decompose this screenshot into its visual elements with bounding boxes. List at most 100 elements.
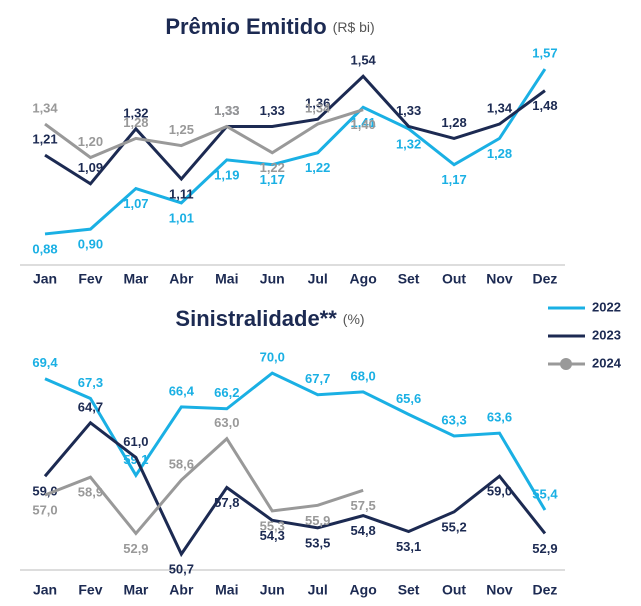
value-label: 1,17 (441, 172, 466, 187)
value-label: 59,0 (487, 484, 512, 499)
value-label: 69,4 (32, 355, 58, 370)
value-label: 58,9 (78, 485, 103, 500)
value-label: 1,57 (532, 46, 557, 61)
x-tick-label: Nov (486, 271, 513, 287)
x-tick-label: Nov (486, 582, 513, 598)
series-line (44, 371, 547, 511)
value-label: 1,34 (305, 100, 331, 115)
value-label: 1,34 (487, 100, 513, 115)
value-label: 1,19 (214, 167, 239, 182)
value-label: 68,0 (350, 368, 375, 383)
x-tick-label: Abr (169, 582, 194, 598)
value-label: 1,07 (123, 196, 148, 211)
legend-label: 2023 (592, 327, 621, 342)
x-tick-label: Jun (260, 271, 285, 287)
value-label: 52,9 (123, 541, 148, 556)
x-tick-label: Dez (532, 582, 557, 598)
x-tick-label: Jul (308, 582, 328, 598)
x-tick-label: Jan (33, 271, 57, 287)
value-label: 63,6 (487, 410, 512, 425)
legend-label: 2024 (592, 355, 622, 370)
x-tick-label: Mar (123, 582, 148, 598)
value-label: 1,28 (441, 115, 466, 130)
value-label: 1,22 (305, 160, 330, 175)
value-label: 52,9 (532, 541, 557, 556)
value-label: 1,40 (350, 117, 375, 132)
value-label: 1,33 (214, 103, 239, 118)
x-tick-label: Jun (260, 582, 285, 598)
value-label: 54,8 (350, 523, 375, 538)
value-label: 1,48 (532, 98, 557, 113)
title-text: Prêmio Emitido (165, 14, 326, 39)
value-label: 0,90 (78, 237, 103, 252)
value-label: 55,3 (260, 518, 285, 533)
x-tick-label: Mai (215, 582, 238, 598)
value-label: 57,0 (32, 502, 57, 517)
x-tick-label: Set (398, 582, 420, 598)
value-label: 66,4 (169, 383, 195, 398)
value-label: 55,9 (305, 513, 330, 528)
x-tick-label: Abr (169, 271, 194, 287)
value-label: 1,01 (169, 210, 194, 225)
value-label: 0,88 (32, 241, 57, 256)
value-label: 70,0 (260, 350, 285, 365)
x-tick-label: Set (398, 271, 420, 287)
value-label: 1,28 (487, 146, 512, 161)
value-label: 1,22 (260, 160, 285, 175)
value-label: 1,32 (396, 136, 421, 151)
series-line (43, 420, 547, 558)
series-line (44, 436, 364, 536)
value-label: 59,0 (32, 484, 57, 499)
value-label: 53,1 (396, 539, 421, 554)
x-tick-label: Fev (78, 582, 102, 598)
chart-title: Sinistralidade** (%) (175, 306, 364, 331)
value-label: 63,0 (214, 415, 239, 430)
value-label: 54,3 (260, 528, 285, 543)
value-label: 1,34 (32, 100, 58, 115)
chart-title: Prêmio Emitido (R$ bi) (165, 14, 374, 39)
x-tick-label: Dez (532, 271, 557, 287)
value-label: 67,3 (78, 375, 103, 390)
x-tick-label: Out (442, 271, 466, 287)
value-label: 64,7 (78, 399, 103, 414)
value-label: 1,11 (169, 186, 194, 201)
value-label: 1,33 (260, 103, 285, 118)
series-line (44, 108, 364, 160)
value-label: 55,4 (532, 486, 558, 501)
value-label: 55,2 (441, 519, 466, 534)
value-label: 53,5 (305, 535, 330, 550)
value-label: 1,32 (123, 105, 148, 120)
value-label: 1,17 (260, 172, 285, 187)
x-tick-label: Ago (350, 582, 377, 598)
legend-marker (560, 358, 572, 370)
x-tick-label: Mar (123, 271, 148, 287)
x-tick-label: Mai (215, 271, 238, 287)
x-tick-label: Fev (78, 271, 102, 287)
title-text: Sinistralidade** (175, 306, 337, 331)
value-label: 1,20 (78, 134, 103, 149)
legend-label: 2022 (592, 299, 621, 314)
subtitle: (R$ bi) (333, 19, 375, 35)
value-label: 1,36 (305, 96, 330, 111)
value-label: 1,54 (350, 53, 376, 68)
value-label: 1,21 (32, 132, 57, 147)
series-line (44, 74, 546, 186)
value-label: 1,25 (169, 122, 194, 137)
x-tick-label: Out (442, 582, 466, 598)
value-label: 58,6 (169, 456, 194, 471)
value-label: 1,33 (396, 103, 421, 118)
value-label: 1,09 (78, 160, 103, 175)
value-label: 50,7 (169, 562, 194, 577)
value-label: 57,5 (350, 498, 375, 513)
value-label: 1,33 (214, 103, 239, 118)
value-label: 61,0 (123, 434, 148, 449)
value-label: 1,41 (350, 115, 375, 130)
value-label: 63,3 (441, 412, 466, 427)
x-tick-label: Ago (350, 271, 377, 287)
series-line (44, 68, 547, 236)
subtitle: (%) (343, 311, 365, 327)
value-label: 66,2 (214, 385, 239, 400)
x-tick-label: Jan (33, 582, 57, 598)
x-tick-label: Jul (308, 271, 328, 287)
